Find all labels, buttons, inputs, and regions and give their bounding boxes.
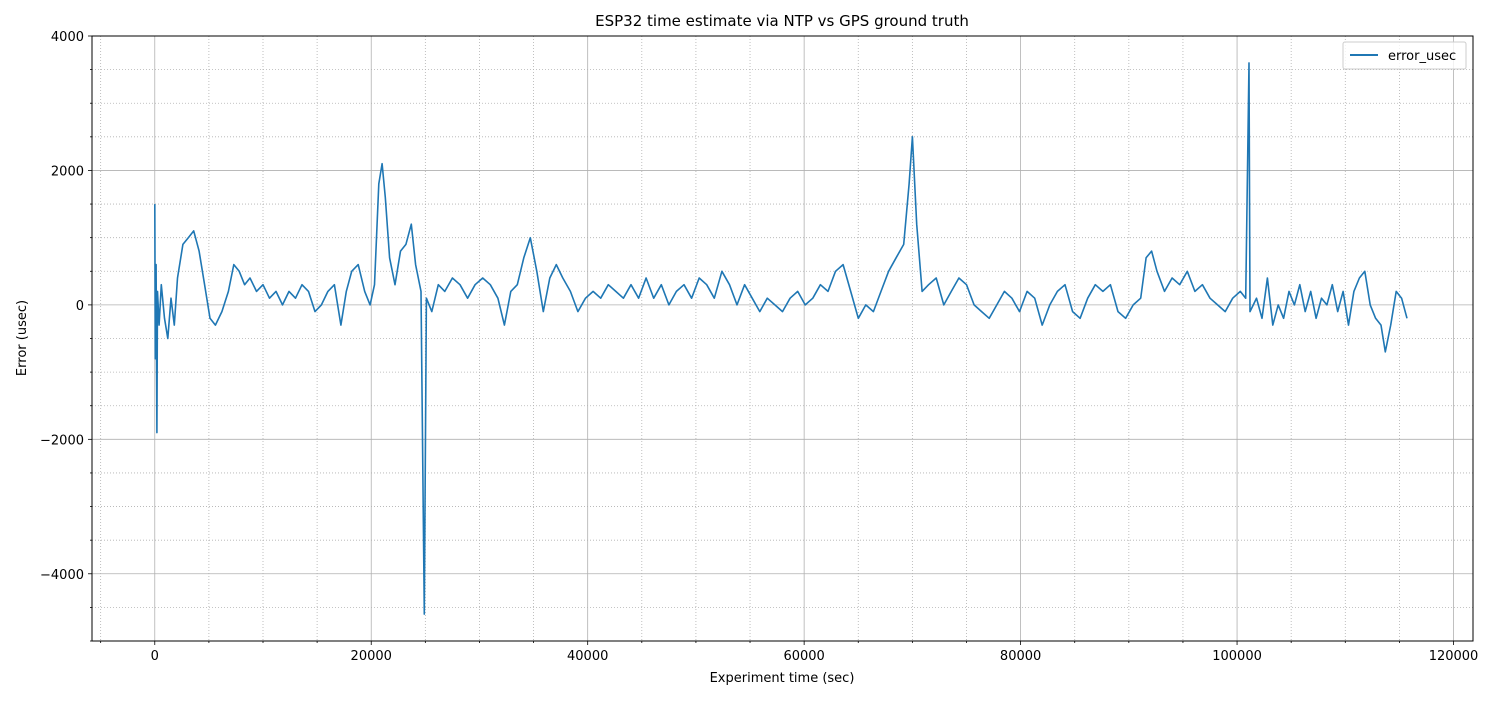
y-tick-label: 2000 bbox=[51, 164, 84, 179]
x-tick-label: 60000 bbox=[783, 649, 824, 664]
y-tick-label: 0 bbox=[76, 299, 84, 314]
grid bbox=[92, 35, 1473, 642]
y-tick-label: −2000 bbox=[40, 433, 84, 448]
y-tick-label: 4000 bbox=[51, 30, 84, 45]
chart-title: ESP32 time estimate via NTP vs GPS groun… bbox=[595, 12, 969, 30]
x-axis-label: Experiment time (sec) bbox=[710, 671, 855, 686]
legend: error_usec bbox=[1342, 41, 1467, 70]
x-tick-label: 80000 bbox=[1000, 649, 1041, 664]
axis-ticks: 0 20000 40000 60000 80000 100000 120000−4000−2… bbox=[40, 30, 1478, 664]
legend-label: error_usec bbox=[1388, 49, 1456, 64]
y-axis-label: Error (usec) bbox=[15, 300, 30, 376]
x-tick-label: 40000 bbox=[567, 649, 608, 664]
x-tick-label: 100000 bbox=[1212, 649, 1262, 664]
series-line-error-usec bbox=[154, 62, 1408, 615]
x-tick-label: 0 bbox=[151, 649, 159, 664]
x-tick-label: 120000 bbox=[1429, 649, 1479, 664]
x-tick-label: 20000 bbox=[351, 649, 392, 664]
y-tick-label: −4000 bbox=[40, 568, 84, 583]
plot-data bbox=[154, 62, 1408, 615]
legend-box bbox=[1342, 41, 1467, 70]
